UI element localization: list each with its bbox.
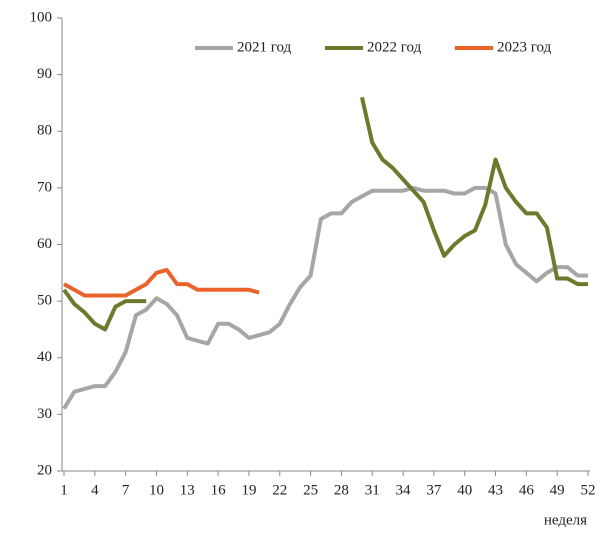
x-tick-label: 46 — [519, 482, 535, 498]
legend-label: 2021 год — [237, 39, 292, 55]
x-tick-label: 34 — [396, 482, 412, 498]
x-tick-label: 52 — [581, 482, 596, 498]
x-tick-label: 4 — [91, 482, 99, 498]
x-axis-label: неделя — [544, 512, 587, 528]
x-tick-label: 13 — [180, 482, 195, 498]
y-tick-label: 80 — [37, 123, 52, 139]
legend-label: 2022 год — [367, 39, 422, 55]
y-tick-label: 40 — [37, 349, 52, 365]
x-tick-label: 37 — [426, 482, 442, 498]
x-tick-label: 1 — [60, 482, 68, 498]
y-tick-label: 70 — [37, 179, 52, 195]
y-tick-label: 90 — [37, 66, 52, 82]
x-tick-label: 25 — [303, 482, 318, 498]
x-tick-label: 49 — [550, 482, 565, 498]
x-tick-label: 31 — [365, 482, 380, 498]
x-tick-label: 10 — [149, 482, 164, 498]
x-tick-label: 16 — [211, 482, 227, 498]
x-tick-label: 28 — [334, 482, 349, 498]
x-tick-label: 22 — [272, 482, 287, 498]
y-tick-label: 20 — [37, 462, 52, 478]
y-tick-label: 100 — [30, 9, 53, 25]
series-line — [63, 267, 260, 298]
series-line — [62, 185, 588, 410]
x-tick-label: 40 — [457, 482, 472, 498]
x-tick-label: 43 — [488, 482, 503, 498]
series-line — [62, 96, 588, 332]
y-tick-label: 50 — [37, 293, 52, 309]
y-tick-label: 30 — [37, 406, 52, 422]
x-tick-label: 19 — [241, 482, 256, 498]
y-tick-label: 60 — [37, 236, 52, 252]
legend-label: 2023 год — [497, 39, 552, 55]
x-tick-label: 7 — [122, 482, 130, 498]
